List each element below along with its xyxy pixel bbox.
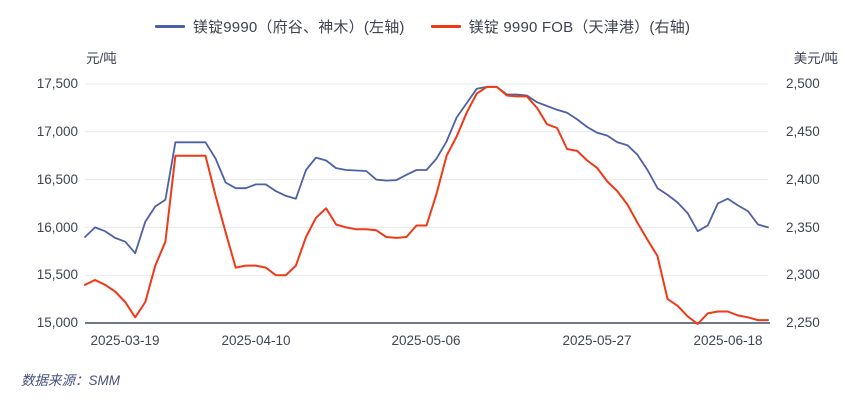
legend-item-mg9990-fob-tianjin[interactable]: 镁锭 9990 FOB（天津港）(右轴)	[430, 16, 691, 37]
right-axis-tick: 2,400	[786, 172, 820, 187]
x-axis-tick: 2025-04-10	[221, 333, 291, 348]
left-axis-tick: 17,000	[36, 124, 78, 139]
left-axis-unit-label: 元/吨	[86, 51, 117, 66]
legend-label: 镁锭 9990 FOB（天津港）(右轴)	[468, 19, 691, 36]
series-line-right	[84, 85, 769, 325]
x-axis-tick: 2025-05-27	[562, 333, 632, 348]
left-axis-tick: 15,000	[36, 315, 78, 330]
x-axis-tick: 2025-06-18	[693, 333, 763, 348]
legend-label: 镁锭9990（府谷、神木）(左轴)	[192, 19, 405, 36]
right-axis-tick: 2,300	[786, 267, 820, 282]
right-axis-tick: 2,250	[786, 315, 820, 330]
left-axis-tick: 16,500	[36, 172, 78, 187]
right-axis-tick: 2,500	[786, 76, 820, 91]
left-axis-tick: 15,500	[36, 267, 78, 282]
x-axis-tick: 2025-05-06	[391, 333, 461, 348]
chart-legend: 镁锭9990（府谷、神木）(左轴) 镁锭 9990 FOB（天津港）(右轴)	[0, 16, 845, 37]
left-axis-tick: 16,000	[36, 220, 78, 235]
legend-line-swatch-blue	[154, 25, 185, 28]
legend-line-swatch-red	[430, 25, 461, 28]
right-axis-unit-label: 美元/吨	[793, 51, 838, 66]
legend-item-mg9990-fugu-shenmu[interactable]: 镁锭9990（府谷、神木）(左轴)	[154, 16, 405, 37]
right-axis-tick: 2,350	[786, 220, 820, 235]
data-source-note: 数据来源：SMM	[21, 373, 120, 388]
left-axis-tick: 17,500	[36, 76, 78, 91]
x-axis-tick: 2025-03-19	[90, 333, 160, 348]
series-line-left	[84, 86, 769, 255]
right-axis-tick: 2,450	[786, 124, 820, 139]
